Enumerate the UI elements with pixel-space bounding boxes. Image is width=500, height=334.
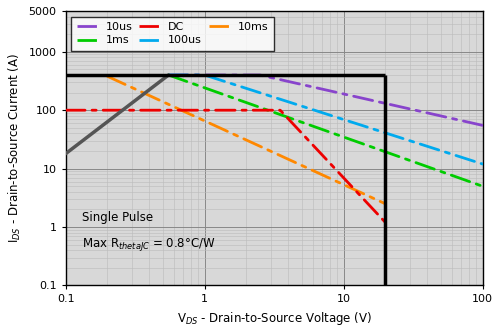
10us (232, 73, 237, 77)
Line: 100us: 100us (168, 75, 482, 164)
10ms (196, 116, 202, 120)
100us (192, 73, 198, 77)
10us (166, 73, 172, 77)
Line: DC: DC (66, 110, 386, 222)
10us (257, 73, 263, 77)
1ms (480, 184, 486, 188)
Text: Single Pulse: Single Pulse (82, 211, 154, 224)
1ms (425, 165, 431, 169)
100us (170, 73, 175, 77)
1ms (166, 73, 172, 77)
100us (274, 96, 280, 100)
1ms (269, 110, 275, 114)
1ms (330, 131, 336, 135)
10us (451, 117, 457, 121)
DC (218, 108, 224, 112)
Line: 10ms: 10ms (108, 76, 386, 204)
1ms (382, 150, 388, 154)
10ms (214, 125, 220, 129)
100us (444, 151, 450, 155)
DC (378, 216, 384, 220)
10us (269, 76, 275, 80)
10us (472, 122, 478, 126)
1ms (342, 136, 348, 140)
DC (85, 108, 91, 112)
10ms (296, 162, 302, 166)
10us (315, 86, 321, 90)
100us (480, 162, 486, 166)
10ms (382, 202, 388, 206)
DC (368, 205, 374, 209)
100us (202, 73, 207, 77)
DC (282, 114, 288, 118)
Line: 10us: 10us (168, 75, 482, 125)
DC (62, 108, 68, 112)
10us (480, 123, 486, 127)
X-axis label: V$_{DS}$ - Drain-to-Source Voltage (V): V$_{DS}$ - Drain-to-Source Voltage (V) (176, 310, 372, 327)
1ms (290, 117, 296, 121)
DC (382, 220, 388, 224)
10ms (261, 146, 267, 150)
10ms (250, 141, 256, 145)
10us (175, 73, 181, 77)
100us (470, 159, 476, 163)
100us (216, 78, 222, 82)
Legend: 10us, 1ms, DC, 100us, 10ms: 10us, 1ms, DC, 100us, 10ms (71, 16, 274, 51)
100us (166, 73, 172, 77)
DC (304, 137, 310, 141)
Text: Max R$_{thetaJC}$ = 0.8°C/W: Max R$_{thetaJC}$ = 0.8°C/W (82, 236, 216, 253)
Y-axis label: I$_{DS}$ - Drain-to-Source Current (A): I$_{DS}$ - Drain-to-Source Current (A) (7, 53, 23, 243)
10ms (104, 74, 110, 78)
10ms (334, 180, 340, 184)
Line: 1ms: 1ms (168, 75, 482, 186)
